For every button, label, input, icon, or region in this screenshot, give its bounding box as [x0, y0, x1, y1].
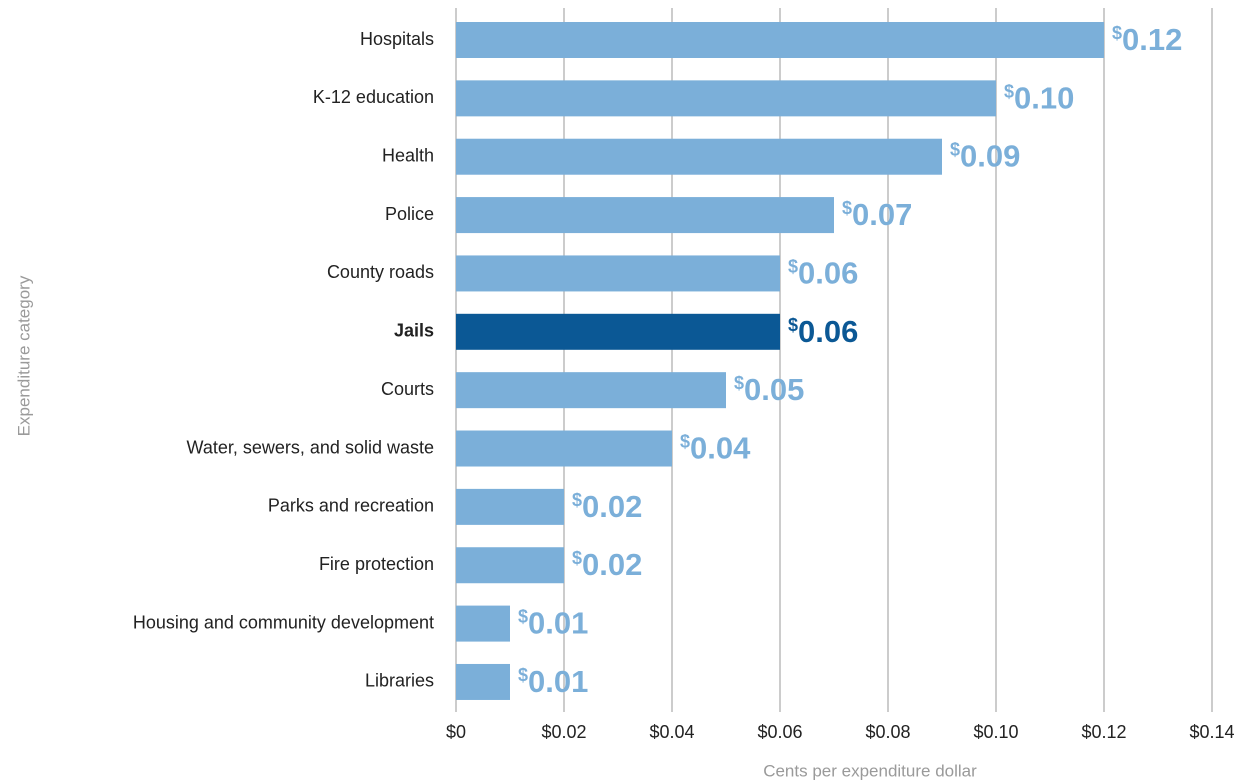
bar — [456, 663, 510, 700]
value-label: $0.07 — [842, 197, 912, 232]
x-tick-label: $0 — [446, 722, 466, 742]
cat-label: K-12 education — [313, 87, 434, 107]
x-axis-label: Cents per expenditure dollar — [763, 761, 977, 780]
cat-label: Parks and recreation — [268, 496, 434, 516]
cat-label: Police — [385, 204, 434, 224]
value-label: $0.05 — [734, 372, 804, 407]
bar — [456, 22, 1104, 58]
bar — [456, 138, 942, 175]
x-tick-label: $0.02 — [541, 722, 586, 742]
value-label: $0.04 — [680, 431, 751, 466]
cat-label: Libraries — [365, 671, 434, 691]
bar — [456, 488, 564, 525]
bar — [456, 547, 564, 584]
value-label: $0.02 — [572, 547, 642, 582]
bar — [456, 605, 510, 642]
x-tick-label: $0.10 — [973, 722, 1018, 742]
cat-label: County roads — [327, 262, 434, 282]
value-label: $0.01 — [518, 606, 588, 641]
cat-label: Water, sewers, and solid waste — [187, 437, 434, 457]
bar — [456, 313, 780, 350]
bar — [456, 430, 672, 467]
x-tick-label: $0.14 — [1189, 722, 1234, 742]
cat-label: Health — [382, 145, 434, 165]
bar — [456, 80, 996, 117]
cat-label: Jails — [394, 321, 434, 341]
cat-label: Fire protection — [319, 554, 434, 574]
x-tick-label: $0.04 — [649, 722, 694, 742]
value-label: $0.06 — [788, 314, 858, 349]
value-label: $0.10 — [1004, 81, 1074, 116]
bar — [456, 372, 726, 409]
value-label: $0.09 — [950, 139, 1020, 174]
cat-label: Courts — [381, 379, 434, 399]
bar — [456, 197, 834, 234]
value-label: $0.02 — [572, 489, 642, 524]
value-label: $0.01 — [518, 664, 588, 699]
x-tick-label: $0.12 — [1081, 722, 1126, 742]
value-label: $0.06 — [788, 256, 858, 291]
cat-label: Hospitals — [360, 29, 434, 49]
x-tick-label: $0.08 — [865, 722, 910, 742]
bar — [456, 255, 780, 292]
cat-label: Housing and community development — [133, 612, 434, 632]
value-label: $0.12 — [1112, 22, 1182, 57]
y-axis-label: Expenditure category — [14, 275, 33, 436]
x-tick-label: $0.06 — [757, 722, 802, 742]
